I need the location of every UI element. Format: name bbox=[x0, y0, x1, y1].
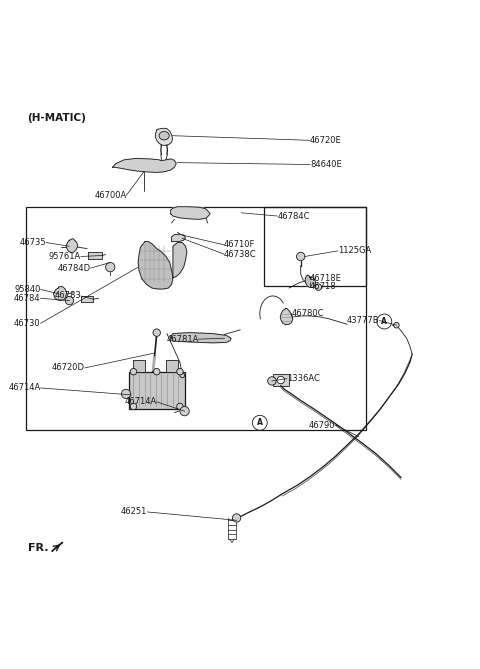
Circle shape bbox=[268, 377, 276, 385]
Polygon shape bbox=[66, 239, 78, 253]
Polygon shape bbox=[280, 308, 293, 324]
Circle shape bbox=[121, 389, 131, 399]
Text: 46784C: 46784C bbox=[277, 211, 310, 221]
Text: 43777B: 43777B bbox=[347, 316, 380, 325]
Polygon shape bbox=[52, 542, 63, 551]
Bar bbox=[273, 374, 289, 385]
Circle shape bbox=[277, 376, 285, 384]
Bar bbox=[129, 372, 185, 409]
Text: A: A bbox=[382, 317, 387, 326]
Circle shape bbox=[315, 284, 322, 290]
Polygon shape bbox=[171, 234, 185, 242]
Text: 46710F: 46710F bbox=[224, 240, 255, 250]
Text: 95840: 95840 bbox=[14, 285, 41, 294]
Circle shape bbox=[377, 314, 392, 329]
Bar bbox=[88, 252, 102, 259]
Polygon shape bbox=[156, 128, 172, 145]
Circle shape bbox=[297, 252, 305, 261]
Text: 46251: 46251 bbox=[121, 508, 147, 516]
Text: FR.: FR. bbox=[27, 543, 48, 553]
Circle shape bbox=[153, 329, 160, 337]
Circle shape bbox=[252, 415, 267, 430]
Text: 46720D: 46720D bbox=[52, 363, 84, 373]
Text: 46718: 46718 bbox=[310, 282, 336, 291]
Polygon shape bbox=[173, 243, 187, 278]
Text: 1336AC: 1336AC bbox=[287, 374, 320, 383]
Circle shape bbox=[177, 403, 183, 409]
Polygon shape bbox=[305, 275, 315, 288]
Circle shape bbox=[65, 296, 73, 305]
Polygon shape bbox=[171, 207, 210, 219]
Polygon shape bbox=[171, 332, 231, 343]
Text: A: A bbox=[257, 418, 263, 427]
Text: 46783: 46783 bbox=[54, 292, 81, 300]
Text: 84640E: 84640E bbox=[310, 160, 342, 169]
Text: 46714A: 46714A bbox=[124, 397, 156, 406]
Text: 46738C: 46738C bbox=[224, 250, 257, 259]
Circle shape bbox=[180, 407, 189, 416]
Bar bbox=[26, 207, 366, 429]
Text: (H-MATIC): (H-MATIC) bbox=[27, 113, 85, 123]
Text: 46780C: 46780C bbox=[291, 309, 324, 318]
Text: 46714A: 46714A bbox=[8, 383, 41, 393]
Text: 46781A: 46781A bbox=[166, 334, 199, 344]
Circle shape bbox=[394, 322, 399, 328]
Circle shape bbox=[130, 403, 137, 409]
Bar bbox=[133, 360, 145, 372]
Circle shape bbox=[154, 369, 160, 375]
Polygon shape bbox=[54, 286, 67, 300]
Text: 46784: 46784 bbox=[14, 294, 41, 303]
Polygon shape bbox=[113, 159, 176, 173]
Circle shape bbox=[232, 514, 241, 522]
Bar bbox=[264, 207, 366, 286]
Bar bbox=[166, 360, 178, 372]
Ellipse shape bbox=[159, 132, 169, 140]
Text: 46730: 46730 bbox=[14, 319, 41, 328]
Circle shape bbox=[177, 369, 183, 375]
Text: 46784D: 46784D bbox=[58, 264, 91, 272]
Text: 46718E: 46718E bbox=[310, 274, 342, 283]
Text: 46720E: 46720E bbox=[310, 136, 342, 145]
Circle shape bbox=[130, 369, 137, 375]
Text: 95761A: 95761A bbox=[49, 252, 81, 261]
Text: 46700A: 46700A bbox=[94, 191, 127, 199]
Circle shape bbox=[106, 262, 115, 272]
Polygon shape bbox=[138, 242, 173, 289]
Text: 46735: 46735 bbox=[20, 238, 46, 247]
Text: 46790: 46790 bbox=[309, 421, 336, 429]
Circle shape bbox=[180, 373, 185, 378]
Text: 1125GA: 1125GA bbox=[338, 246, 371, 256]
Bar bbox=[82, 296, 93, 302]
